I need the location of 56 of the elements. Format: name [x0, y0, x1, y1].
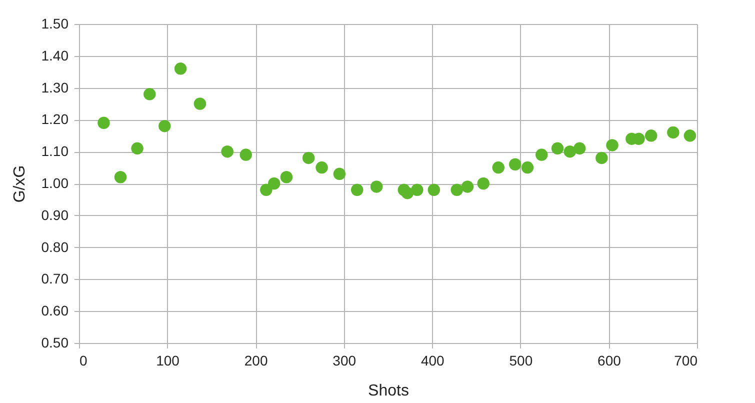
point	[174, 62, 187, 75]
point	[477, 177, 490, 190]
point	[316, 161, 328, 174]
point	[667, 126, 680, 139]
point	[684, 130, 696, 142]
point	[370, 180, 383, 193]
x-tick-label: 400	[420, 352, 445, 368]
point	[573, 142, 586, 155]
point	[268, 177, 280, 190]
point	[509, 158, 522, 170]
y-axis-title: G/xG	[11, 165, 28, 203]
y-tick-label: 0.80	[41, 238, 69, 255]
point	[114, 171, 127, 184]
y-tick-label: 1.30	[41, 79, 69, 96]
point	[461, 180, 474, 193]
x-axis-title: Shots	[368, 382, 409, 400]
y-tick-label: 0.50	[41, 334, 69, 350]
y-tick-label: 1.20	[41, 111, 69, 128]
y-tick-label: 0.70	[41, 270, 69, 287]
point	[158, 120, 171, 132]
point	[450, 184, 463, 196]
point	[350, 184, 364, 196]
point	[596, 152, 608, 164]
point	[535, 148, 548, 161]
point	[564, 145, 576, 158]
point	[131, 142, 144, 155]
point	[302, 152, 315, 164]
point	[606, 139, 618, 152]
y-tick-label: 0.60	[41, 302, 69, 319]
point	[280, 171, 293, 184]
point	[260, 184, 272, 196]
point	[411, 184, 424, 196]
point	[551, 142, 564, 155]
x-tick-label: 200	[244, 352, 268, 368]
y-tick-label: 0.90	[41, 206, 69, 223]
point	[221, 145, 234, 158]
x-tick-label: 600	[598, 352, 622, 368]
y-tick-label: 1.40	[41, 47, 69, 64]
point	[428, 184, 440, 196]
x-tick-label: 100	[156, 352, 180, 368]
y-tick-label: 1.50	[41, 16, 69, 32]
point	[144, 88, 156, 100]
point	[401, 186, 414, 200]
point	[240, 148, 252, 161]
y-tick-label: 1.00	[41, 175, 69, 191]
point	[194, 98, 206, 110]
point	[521, 161, 534, 174]
point	[644, 130, 658, 142]
x-tick-label: 0	[80, 352, 88, 368]
point	[333, 168, 346, 180]
point	[492, 161, 504, 174]
x-tick-label: 500	[509, 352, 533, 368]
y-tick-label: 1.10	[41, 143, 69, 160]
x-tick-label: 300	[332, 352, 356, 368]
x-tick-label: 700	[674, 352, 698, 368]
point	[98, 116, 110, 129]
